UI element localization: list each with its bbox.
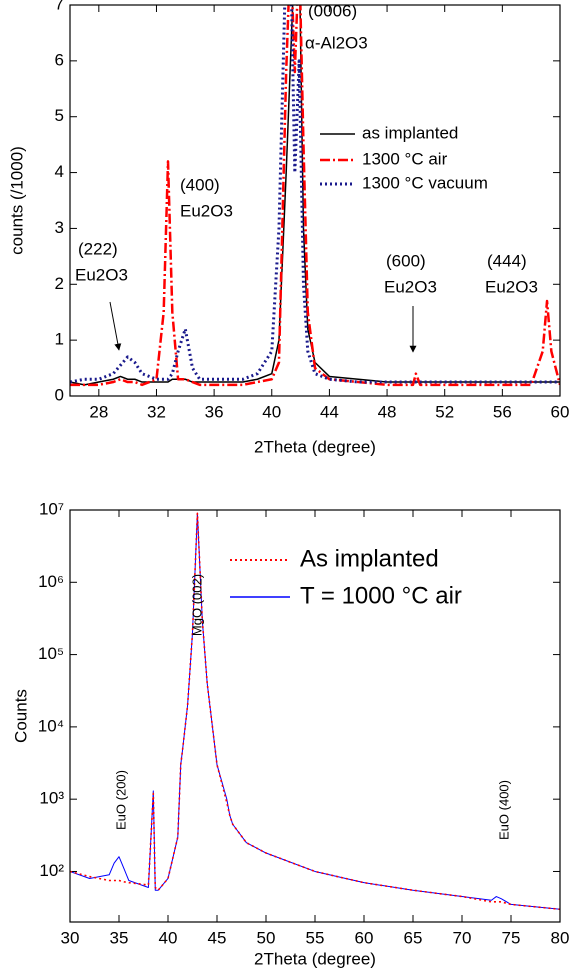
series-line [70,5,560,387]
legend-label: 1300 °C air [362,149,448,168]
plot-frame [69,509,561,923]
annotation: EuO (200) [113,770,128,830]
x-tick-label: 70 [453,928,472,947]
annotation: Eu2O3 [485,277,538,296]
x-tick-label: 80 [551,928,570,947]
annotation: EuO (400) [496,780,511,840]
x-tick-label: 60 [355,928,374,947]
series-line [70,512,560,910]
x-axis-label: 2Theta (degree) [254,949,376,968]
annotation: (222) [78,239,118,258]
arrow [109,301,122,351]
y-tick-label: 10⁵ [38,644,64,663]
x-tick-label: 50 [257,928,276,947]
series-line [70,512,560,911]
x-tick-label: 36 [205,402,224,421]
y-tick-label: 3 [55,218,64,237]
y-tick-label: 6 [55,50,64,69]
x-tick-label: 45 [208,928,227,947]
x-tick-label: 32 [147,402,166,421]
x-axis-label: 2Theta (degree) [254,437,376,456]
y-axis-label: Counts [11,689,30,743]
x-tick-label: 75 [502,928,521,947]
y-tick-label: 2 [55,274,64,293]
annotation: (600) [386,251,426,270]
x-tick-label: 56 [493,402,512,421]
x-tick-label: 65 [404,928,423,947]
y-axis-label: counts (/1000) [7,146,26,255]
x-tick-label: 48 [378,402,397,421]
x-tick-label: 60 [551,402,570,421]
x-tick-label: 52 [435,402,454,421]
y-tick-label: 10³ [39,789,64,808]
legend-label: as implanted [362,123,458,142]
x-tick-label: 40 [159,928,178,947]
annotation: (0006) [308,1,357,20]
legend-label: 1300 °C vacuum [362,173,488,192]
y-tick-label: 10⁷ [39,499,64,518]
plot-area [70,512,560,911]
y-tick-label: 4 [55,162,64,181]
annotation: (444) [487,251,527,270]
y-tick-label: 10² [39,861,64,880]
annotation: Eu2O3 [180,201,233,220]
annotation: α-Al2O3 [305,33,368,52]
plot-frame [69,4,561,397]
annotation: MgO (002) [189,574,204,636]
x-tick-label: 35 [110,928,129,947]
y-tick-label: 5 [55,106,64,125]
y-tick-label: 7 [55,0,64,13]
annotation: (400) [180,175,220,194]
plot-area [70,5,560,387]
x-tick-label: 40 [262,402,281,421]
y-tick-label: 0 [55,385,64,404]
y-tick-label: 10⁶ [38,572,64,591]
y-tick-label: 10⁴ [38,716,64,735]
x-tick-label: 28 [89,402,108,421]
y-tick-label: 1 [55,330,64,349]
series-line [70,5,560,384]
annotation: Eu2O3 [384,277,437,296]
annotation: Eu2O3 [75,265,128,284]
legend-label: As implanted [300,545,439,572]
legend-label: T = 1000 °C air [300,582,462,609]
x-tick-label: 30 [61,928,80,947]
x-tick-label: 44 [320,402,339,421]
x-tick-label: 55 [306,928,325,947]
